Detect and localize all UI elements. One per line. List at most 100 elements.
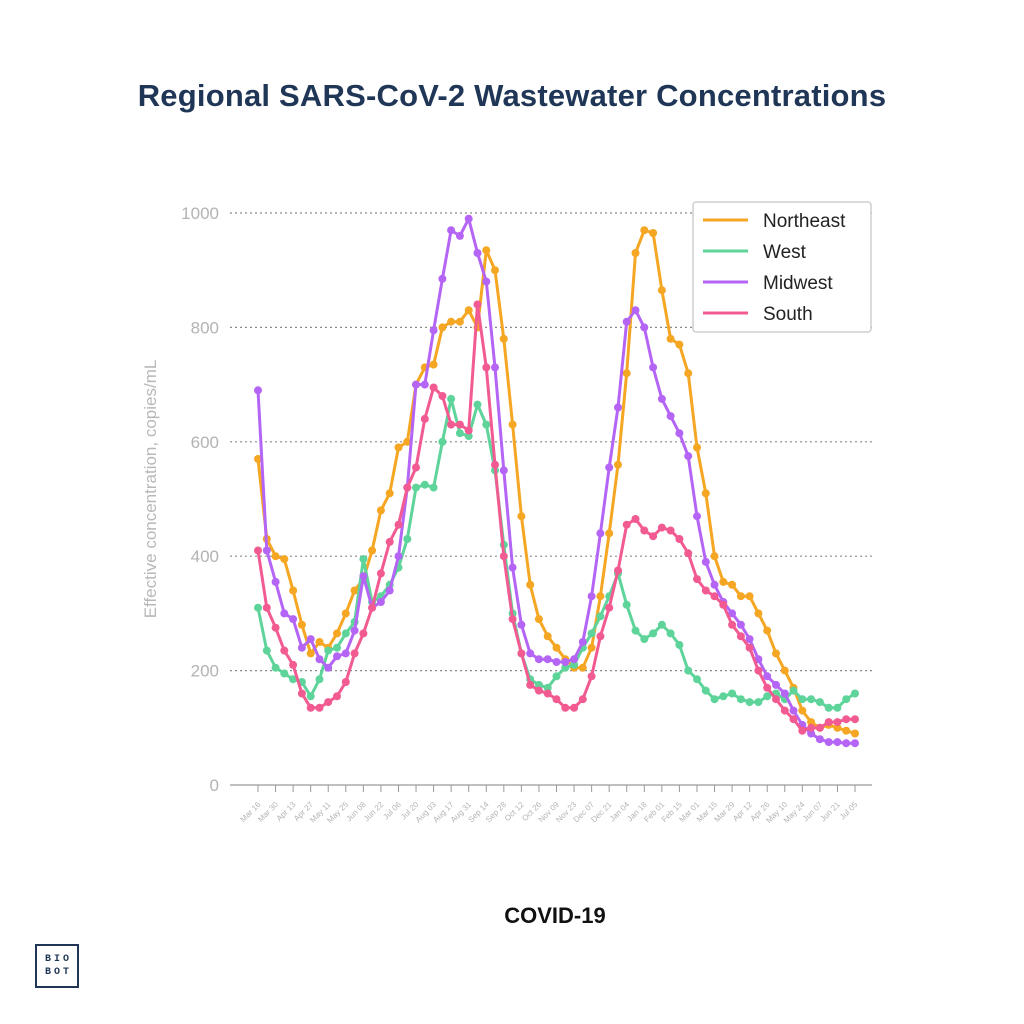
data-point-south bbox=[447, 420, 456, 429]
data-point-south bbox=[745, 643, 754, 652]
data-point-south bbox=[631, 515, 640, 523]
data-point-south bbox=[578, 695, 587, 704]
data-point-south bbox=[420, 414, 429, 423]
data-point-midwest bbox=[333, 652, 341, 661]
data-point-northeast bbox=[710, 552, 719, 561]
data-point-south bbox=[570, 703, 579, 712]
data-point-south bbox=[385, 537, 394, 546]
data-point-south bbox=[561, 703, 570, 712]
y-tick-label: 800 bbox=[191, 318, 219, 337]
data-point-south bbox=[763, 683, 772, 692]
data-point-midwest bbox=[543, 655, 552, 664]
data-point-northeast bbox=[684, 369, 693, 378]
data-point-west bbox=[359, 555, 368, 564]
x-tick-label: Jun 21 bbox=[818, 800, 842, 824]
data-point-midwest bbox=[420, 380, 429, 389]
data-point-south bbox=[780, 706, 789, 715]
data-point-west bbox=[412, 483, 420, 492]
data-point-south bbox=[675, 535, 684, 543]
data-point-west bbox=[587, 629, 596, 638]
data-point-south bbox=[736, 632, 745, 641]
data-point-northeast bbox=[376, 506, 385, 515]
data-point-west bbox=[807, 695, 816, 704]
data-point-midwest bbox=[534, 655, 543, 664]
data-point-west bbox=[315, 675, 324, 684]
data-point-midwest bbox=[736, 620, 745, 629]
x-tick-label: Jul 06 bbox=[381, 800, 403, 822]
legend-label-midwest: Midwest bbox=[763, 273, 833, 294]
data-point-northeast bbox=[447, 317, 456, 326]
data-point-west bbox=[631, 626, 640, 635]
data-point-midwest bbox=[517, 620, 526, 629]
data-point-midwest bbox=[324, 663, 333, 672]
data-point-midwest bbox=[508, 563, 517, 572]
data-point-south bbox=[438, 392, 447, 400]
data-point-northeast bbox=[754, 609, 763, 618]
data-point-midwest bbox=[359, 572, 368, 581]
data-point-northeast bbox=[807, 718, 816, 727]
y-axis-label: Effective concentration, copies/mL bbox=[141, 360, 160, 619]
data-point-south bbox=[649, 532, 658, 541]
y-tick-label: 400 bbox=[191, 547, 219, 566]
legend-label-northeast: Northeast bbox=[763, 211, 846, 232]
data-point-midwest bbox=[833, 738, 842, 747]
data-point-northeast bbox=[666, 334, 675, 343]
data-point-northeast bbox=[640, 226, 649, 235]
data-point-northeast bbox=[596, 592, 605, 601]
data-point-midwest bbox=[526, 649, 535, 658]
data-point-midwest bbox=[464, 214, 473, 223]
data-point-south bbox=[403, 483, 412, 492]
data-point-northeast bbox=[280, 555, 289, 564]
logo-line-1: BIO bbox=[44, 954, 72, 965]
data-point-northeast bbox=[552, 643, 561, 652]
data-point-midwest bbox=[842, 739, 851, 748]
data-point-south bbox=[552, 695, 561, 704]
data-point-west bbox=[745, 698, 754, 707]
data-point-west bbox=[666, 629, 675, 638]
data-point-northeast bbox=[508, 420, 517, 429]
data-point-west bbox=[254, 603, 262, 612]
data-point-south bbox=[315, 703, 324, 712]
data-point-west bbox=[455, 429, 464, 438]
data-point-midwest bbox=[297, 643, 306, 652]
data-point-midwest bbox=[306, 635, 315, 644]
data-point-south bbox=[412, 463, 420, 472]
data-point-south bbox=[772, 695, 780, 704]
data-point-west bbox=[763, 692, 772, 701]
data-point-northeast bbox=[587, 643, 596, 652]
data-point-midwest bbox=[271, 577, 280, 586]
data-point-midwest bbox=[473, 249, 482, 257]
data-point-west bbox=[851, 689, 859, 698]
data-point-midwest bbox=[631, 306, 640, 315]
data-point-northeast bbox=[341, 609, 350, 618]
data-point-west bbox=[341, 629, 350, 638]
data-point-midwest bbox=[754, 655, 763, 664]
data-point-south bbox=[306, 703, 315, 712]
data-point-northeast bbox=[614, 460, 622, 469]
data-point-west bbox=[561, 663, 570, 672]
data-point-northeast bbox=[499, 334, 508, 343]
data-point-west bbox=[403, 535, 412, 543]
data-point-south bbox=[684, 549, 693, 558]
data-point-midwest bbox=[447, 226, 456, 235]
data-point-midwest bbox=[438, 274, 447, 283]
data-point-south bbox=[587, 672, 596, 681]
data-point-west bbox=[420, 480, 429, 489]
data-point-northeast bbox=[851, 729, 859, 738]
data-point-south bbox=[324, 698, 333, 707]
data-point-northeast bbox=[306, 649, 315, 658]
data-point-midwest bbox=[772, 680, 780, 689]
data-point-northeast bbox=[675, 340, 684, 349]
data-point-midwest bbox=[763, 672, 772, 681]
data-point-west bbox=[482, 420, 491, 429]
data-point-south bbox=[719, 600, 728, 609]
data-point-south bbox=[789, 715, 798, 724]
x-tick-label: Mar 30 bbox=[256, 800, 280, 824]
y-tick-label: 1000 bbox=[181, 204, 219, 223]
legend-label-south: South bbox=[763, 304, 813, 325]
data-point-south bbox=[596, 632, 605, 641]
data-point-northeast bbox=[842, 726, 851, 735]
data-point-west bbox=[640, 635, 649, 644]
data-point-south bbox=[526, 680, 535, 689]
